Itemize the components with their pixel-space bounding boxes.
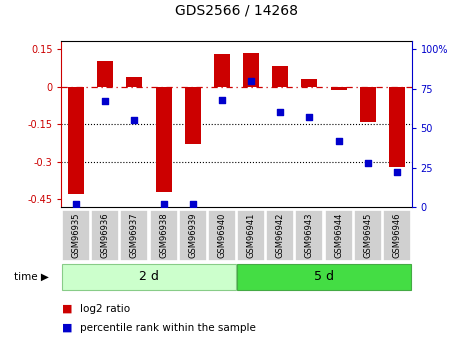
Text: ■: ■ <box>61 323 72 333</box>
FancyBboxPatch shape <box>296 210 324 261</box>
Bar <box>214 54 230 87</box>
Point <box>276 110 284 115</box>
Text: 2 d: 2 d <box>139 270 159 283</box>
Point <box>101 99 109 104</box>
FancyBboxPatch shape <box>91 210 119 261</box>
Point <box>160 201 167 207</box>
Bar <box>126 77 142 87</box>
Point <box>335 138 342 144</box>
FancyBboxPatch shape <box>208 210 236 261</box>
Text: GSM96939: GSM96939 <box>188 213 197 258</box>
Text: GDS2566 / 14268: GDS2566 / 14268 <box>175 3 298 17</box>
Point <box>247 78 255 83</box>
Text: GSM96936: GSM96936 <box>101 213 110 258</box>
Point <box>218 97 226 102</box>
Bar <box>185 87 201 144</box>
Text: GSM96941: GSM96941 <box>246 213 255 258</box>
Text: percentile rank within the sample: percentile rank within the sample <box>80 323 256 333</box>
Text: 5 d: 5 d <box>314 270 334 283</box>
Text: GSM96945: GSM96945 <box>363 213 372 258</box>
Point <box>364 160 372 166</box>
Text: GSM96940: GSM96940 <box>218 213 227 258</box>
Bar <box>360 87 376 122</box>
FancyBboxPatch shape <box>121 210 149 261</box>
FancyBboxPatch shape <box>383 210 411 261</box>
Text: GSM96944: GSM96944 <box>334 213 343 258</box>
Bar <box>272 67 288 87</box>
Text: log2 ratio: log2 ratio <box>80 304 131 314</box>
FancyBboxPatch shape <box>324 210 352 261</box>
FancyBboxPatch shape <box>354 210 382 261</box>
Point <box>189 201 197 207</box>
Bar <box>68 87 84 195</box>
FancyBboxPatch shape <box>237 210 265 261</box>
Text: GSM96942: GSM96942 <box>276 213 285 258</box>
Point <box>72 201 80 207</box>
Text: GSM96938: GSM96938 <box>159 213 168 258</box>
Bar <box>156 87 172 192</box>
Bar <box>243 53 259 87</box>
Text: ■: ■ <box>61 304 72 314</box>
Text: GSM96946: GSM96946 <box>393 213 402 258</box>
FancyBboxPatch shape <box>179 210 207 261</box>
Point <box>306 114 313 120</box>
FancyBboxPatch shape <box>62 264 236 290</box>
Bar <box>331 87 347 90</box>
Bar <box>97 61 113 87</box>
FancyBboxPatch shape <box>62 210 90 261</box>
Text: time ▶: time ▶ <box>14 272 49 282</box>
Point <box>131 118 138 123</box>
FancyBboxPatch shape <box>266 210 294 261</box>
Text: GSM96937: GSM96937 <box>130 213 139 258</box>
Bar <box>389 87 405 167</box>
FancyBboxPatch shape <box>149 210 177 261</box>
FancyBboxPatch shape <box>237 264 411 290</box>
Point <box>393 169 401 175</box>
Text: GSM96935: GSM96935 <box>71 213 80 258</box>
Text: GSM96943: GSM96943 <box>305 213 314 258</box>
Bar <box>301 79 317 87</box>
